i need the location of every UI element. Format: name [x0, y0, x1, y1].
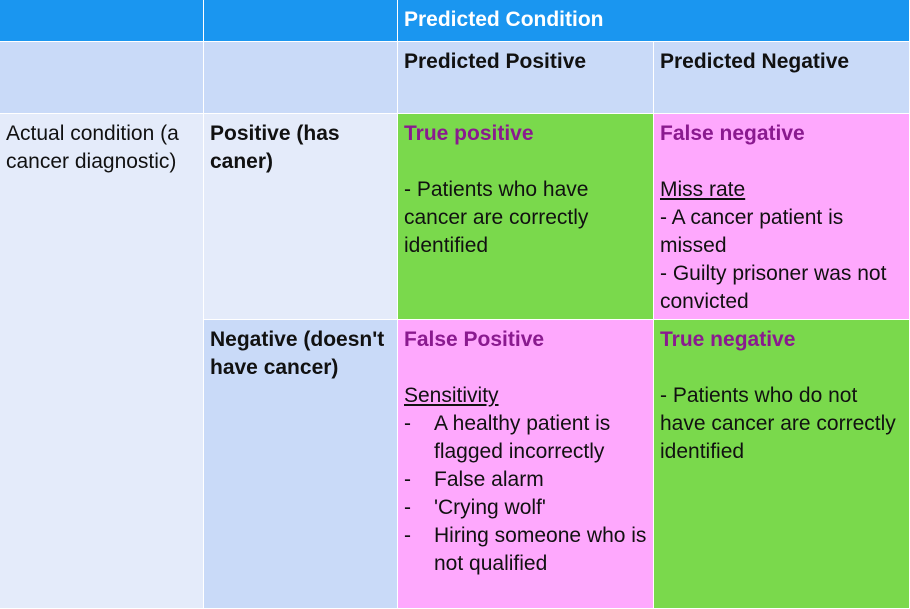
true-negative-cell: True negative - Patients who do not have… — [654, 320, 910, 609]
true-positive-title: True positive — [404, 122, 534, 145]
actual-condition-cell: Actual condition (a cancer diagnostic) — [0, 114, 204, 609]
true-positive-cell: True positive - Patients who have cancer… — [398, 114, 654, 320]
false-negative-title: False negative — [660, 122, 805, 145]
corner-cell-row2-left — [0, 42, 204, 114]
list-item: - False alarm — [404, 466, 647, 494]
corner-cell-top-left — [0, 0, 204, 42]
predicted-condition-header: Predicted Condition — [398, 0, 910, 42]
true-positive-text: - Patients who have cancer are correctly… — [404, 178, 589, 257]
false-negative-cell: False negative Miss rate - A cancer pati… — [654, 114, 910, 320]
predicted-negative-label: Predicted Negative — [660, 50, 850, 73]
actual-condition-label: Actual condition (a cancer diagnostic) — [6, 122, 179, 173]
false-positive-subtitle: Sensitivity — [404, 384, 499, 407]
list-item-text: A healthy patient is flagged incorrectly — [434, 412, 611, 463]
list-item: - Hiring someone who is not qualified — [404, 522, 647, 578]
predicted-positive-header: Predicted Positive — [398, 42, 654, 114]
list-item-text: Hiring someone who is not qualified — [434, 524, 647, 575]
list-item: -A healthy patient is flagged incorrectl… — [404, 410, 647, 466]
false-negative-line: - A cancer patient is missed — [660, 206, 844, 257]
predicted-negative-header: Predicted Negative — [654, 42, 910, 114]
corner-cell-row2-middle — [204, 42, 398, 114]
predicted-positive-label: Predicted Positive — [404, 50, 587, 73]
dash-bullet: - — [404, 524, 411, 547]
list-item: - 'Crying wolf' — [404, 494, 647, 522]
dash-bullet: - — [404, 496, 411, 519]
list-item-text: False alarm — [434, 468, 544, 491]
false-positive-title: False Positive — [404, 328, 545, 351]
negative-row-label: Negative (doesn't have cancer) — [210, 328, 385, 379]
dash-bullet: - — [404, 412, 411, 435]
positive-row-header: Positive (has caner) — [204, 114, 398, 320]
dash-bullet: - — [404, 468, 411, 491]
negative-row-header: Negative (doesn't have cancer) — [204, 320, 398, 609]
false-negative-line: - Guilty prisoner was not convicted — [660, 262, 887, 313]
corner-cell-top-middle — [204, 0, 398, 42]
false-negative-subtitle: Miss rate — [660, 178, 746, 201]
list-item-text: 'Crying wolf' — [434, 496, 546, 519]
true-negative-text: - Patients who do not have cancer are co… — [660, 384, 896, 463]
predicted-condition-title: Predicted Condition — [404, 8, 604, 31]
positive-row-label: Positive (has caner) — [210, 122, 340, 173]
true-negative-title: True negative — [660, 328, 796, 351]
false-positive-cell: False Positive Sensitivity -A healthy pa… — [398, 320, 654, 609]
false-positive-list: -A healthy patient is flagged incorrectl… — [404, 410, 647, 578]
